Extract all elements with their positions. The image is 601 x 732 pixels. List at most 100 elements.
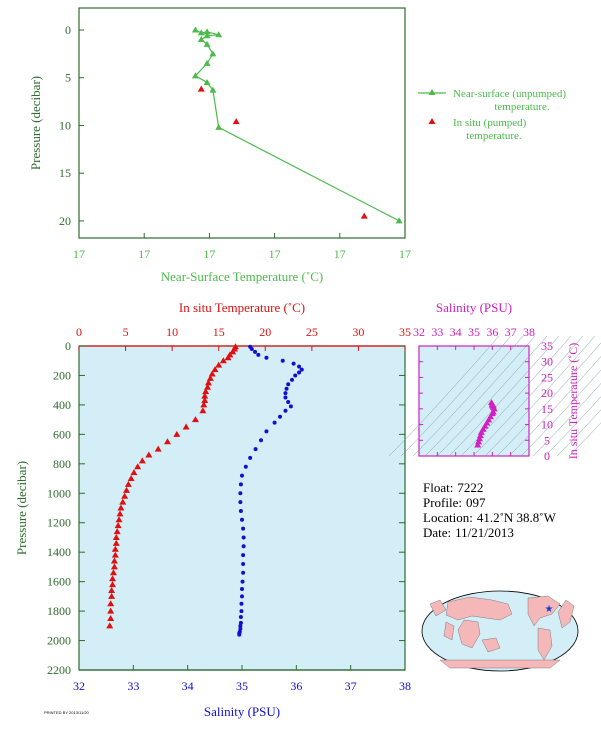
temperature-point [202, 388, 210, 395]
near-surface-y-label: Pressure (decibar) [28, 76, 43, 170]
temperature-point [107, 614, 115, 621]
density-contour [400, 335, 512, 457]
salinity-point [299, 367, 304, 372]
location-row: Location: 41.2˚N 38.8˚W [423, 510, 556, 525]
profile-y-label: Pressure (decibar) [14, 461, 29, 555]
ts-x-tick-label: 35 [468, 325, 480, 339]
temperature-point [224, 354, 232, 361]
salinity-point [253, 349, 258, 354]
salinity-point [283, 395, 288, 400]
salinity-point [237, 632, 242, 637]
temperature-tick-label: 5 [123, 325, 129, 339]
profile-y-tick-label: 800 [53, 457, 71, 471]
near-surface-markers [191, 26, 403, 224]
temperature-point [124, 480, 132, 487]
salinity-tick-label: 37 [345, 679, 357, 693]
ts-x-tick-label: 38 [523, 325, 535, 339]
profile-y-tick-label: 400 [53, 398, 71, 412]
legend-near-surface-marker [428, 89, 436, 95]
temperature-point [201, 392, 209, 399]
profile-y-tick-label: 600 [53, 427, 71, 441]
density-contour [424, 335, 536, 457]
ts-point [476, 435, 483, 442]
temperature-point [204, 383, 212, 390]
temperature-point [134, 463, 142, 470]
ts-y-tick-label: 0 [544, 449, 550, 463]
near-surface-point [197, 29, 205, 36]
temperature-point [108, 586, 116, 593]
salinity-point [240, 594, 244, 599]
salinity-tick-label: 38 [399, 679, 411, 693]
temperature-point [107, 607, 115, 614]
temperature-point [154, 445, 162, 452]
ts-point [489, 408, 497, 415]
salinity-point [264, 355, 269, 360]
near-surface-point [395, 217, 403, 224]
legend-in-situ-label-2: temperature. [466, 130, 522, 142]
profile-y-tick-label: 1000 [47, 486, 71, 500]
salinity-point [283, 391, 288, 396]
ts-point [476, 432, 484, 439]
salinity-point [241, 553, 246, 558]
salinity-point [284, 386, 289, 391]
near-surface-point [197, 36, 205, 43]
temperature-point [215, 361, 223, 368]
near-surface-point [215, 31, 223, 38]
temperature-tick-label: 15 [213, 325, 225, 339]
salinity-point [240, 587, 244, 591]
salinity-point [280, 358, 285, 363]
salinity-point [241, 544, 246, 549]
salinity-point [291, 361, 296, 366]
salinity-point [297, 370, 302, 375]
near-surface-point [203, 32, 211, 39]
density-contour [544, 396, 601, 457]
density-contours [388, 335, 601, 457]
temperature-point [116, 510, 124, 517]
near-surface-x-ticks: 17 17 17 17 17 17 [73, 233, 411, 261]
temperature-point [229, 348, 237, 355]
salinity-point [288, 404, 293, 409]
near-surface-plot-area [78, 7, 406, 239]
ts-point [487, 399, 495, 406]
density-contour [388, 335, 500, 457]
temperature-point [208, 370, 216, 377]
ns-y-tick-label: 0 [65, 23, 71, 37]
salinity-point [278, 414, 283, 419]
ts-title: Salinity (PSU) [436, 300, 512, 315]
ts-y-tick-label: 20 [541, 386, 553, 400]
ts-y-tick-label: 10 [541, 418, 553, 432]
ns-y-tick-label: 10 [59, 118, 71, 132]
temperature-tick-label: 35 [399, 325, 411, 339]
salinity-point [241, 570, 246, 575]
density-contour [568, 422, 601, 457]
salinity-tick-label: 34 [182, 679, 194, 693]
temperature-point [115, 516, 123, 523]
in-situ-point [197, 85, 205, 92]
in-situ-pumped-markers [197, 85, 368, 219]
salinity-point [253, 447, 258, 452]
temperature-point [121, 492, 129, 499]
salinity-point [238, 482, 243, 487]
float-label: Float: [423, 480, 454, 495]
float-info-panel: Float: 7222 Profile: 097 Location: 41.2˚N 3… [423, 480, 556, 540]
salinity-tick-label: 32 [73, 679, 85, 693]
near-surface-point [191, 72, 199, 79]
temperature-tick-label: 25 [306, 325, 318, 339]
ns-y-tick-label: 5 [65, 71, 71, 85]
salinity-point [272, 420, 277, 425]
temperature-point [119, 498, 127, 505]
density-contour [508, 356, 601, 457]
float-value: 7222 [457, 480, 484, 495]
profile-y-tick-label: 2000 [47, 634, 71, 648]
temperature-point [110, 557, 118, 564]
ts-x-tick-label: 32 [413, 325, 425, 339]
salinity-point [249, 346, 254, 351]
profile-row: Profile: 097 [423, 495, 556, 510]
salinity-point [238, 491, 243, 496]
temperature-tick-label: 10 [166, 325, 178, 339]
profile-y-tick-label: 2200 [47, 663, 71, 677]
temperature-point [138, 457, 146, 464]
density-contour [556, 409, 601, 457]
profile-chart: 0200400600800100012001400160018002000220… [14, 300, 411, 719]
